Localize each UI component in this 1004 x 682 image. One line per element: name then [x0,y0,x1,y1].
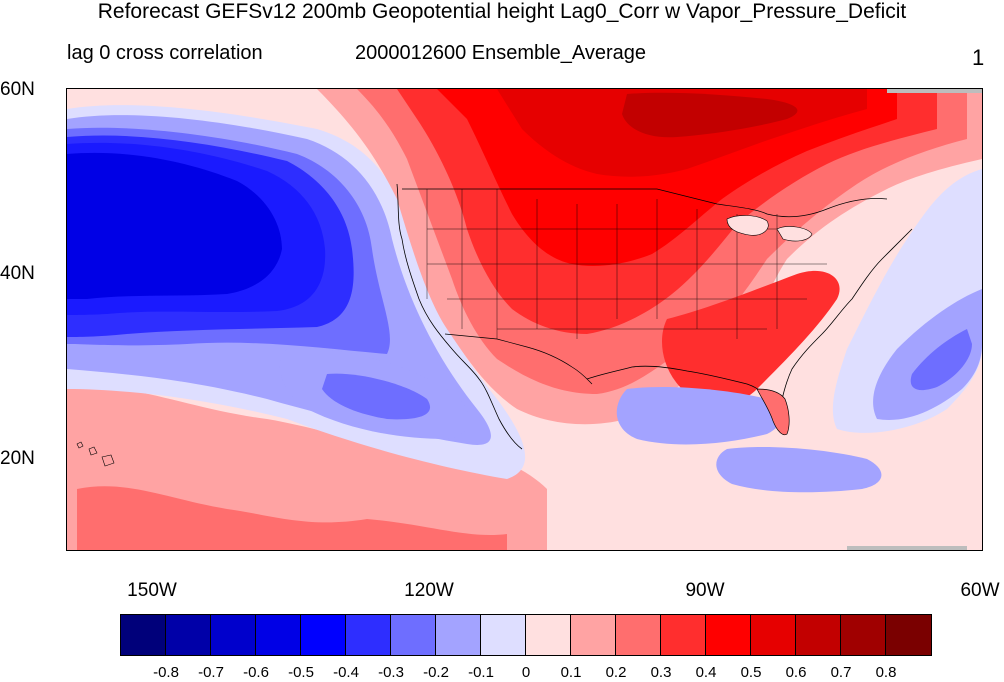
missing-data-top [887,89,982,93]
map-canvas [67,89,982,550]
plot-title: Reforecast GEFSv12 200mb Geopotential he… [97,0,907,23]
colorbar-label: -0.3 [378,664,404,681]
atlantic-negative-core [910,329,972,391]
colorbar-swatch [391,615,436,655]
lon-label-60w: 60W [960,580,1000,601]
subtitle-right: 1 [972,45,985,70]
colorbar-swatch [301,615,346,655]
gulf-negative [616,387,782,445]
colorbar-label: -0.1 [468,664,494,681]
lon-label-90w: 90W [685,580,725,601]
colorbar-label: 0.5 [740,664,762,681]
florida [756,388,790,436]
subtitle-left: lag 0 cross correlation [67,42,263,64]
colorbar-swatch [616,615,661,655]
colorbar-swatch [751,615,796,655]
colorbar-label: -0.6 [243,664,269,681]
us-mexico-border [444,333,593,385]
lat-label-60n: 60N [0,79,35,100]
lat-label-40n: 40N [0,263,35,284]
colorbar-swatch [346,615,391,655]
colorbar-label: -0.7 [198,664,224,681]
colorbar-swatch [661,615,706,655]
subtitle-center: 2000012600 Ensemble_Average [355,42,646,64]
colorbar [120,614,932,656]
lon-label-120w: 120W [404,580,454,601]
colorbar-label: 0.1 [560,664,582,681]
lon-label-150w: 150W [127,580,177,601]
correlation-map [66,88,983,551]
us-canada-border [402,188,888,218]
colorbar-label: 0.4 [695,664,717,681]
hawaii-islands [76,441,115,467]
colorbar-label: -0.2 [423,664,449,681]
colorbar-swatch [706,615,751,655]
colorbar-swatch [481,615,526,655]
coastline-east [778,228,913,415]
colorbar-label: -0.5 [288,664,314,681]
colorbar-swatch [526,615,571,655]
colorbar-swatch [436,615,481,655]
state-lines [426,189,827,339]
hudson-bay-peak [622,92,798,138]
colorbar-swatch [211,615,256,655]
colorbar-label: 0.8 [875,664,897,681]
colorbar-swatch [121,615,166,655]
colorbar-label: 0 [521,664,531,681]
missing-data-bottom [847,546,967,550]
pacific-negative-core [67,152,282,299]
colorbar-label: -0.4 [333,664,359,681]
colorbar-label: 0.6 [785,664,807,681]
caribbean-negative [716,447,882,493]
colorbar-label: 0.7 [830,664,852,681]
subtropical-negative-blob-core [322,373,431,420]
colorbar-swatch [841,615,886,655]
colorbar-label: 0.2 [605,664,627,681]
colorbar-swatch [256,615,301,655]
colorbar-swatch [796,615,841,655]
atlantic-negative [873,289,982,420]
subtropical-positive-core [77,486,507,550]
colorbar-label: -0.8 [153,664,179,681]
lat-label-20n: 20N [0,448,35,469]
colorbar-swatch [886,615,931,655]
colorbar-label: 0.3 [650,664,672,681]
colorbar-swatch [166,615,211,655]
southeast-positive-plume [662,270,840,404]
colorbar-swatch [571,615,616,655]
coastline-west [396,183,523,450]
great-lakes [726,215,813,242]
